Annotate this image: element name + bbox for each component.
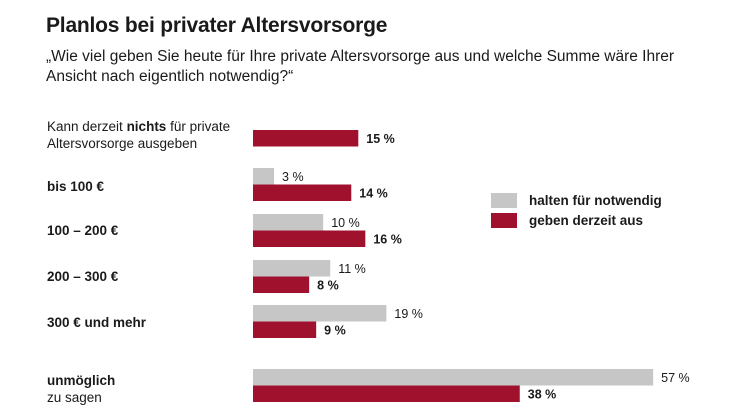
category-label: 300 € und mehr bbox=[47, 315, 147, 330]
legend-item-spend: geben derzeit aus bbox=[491, 213, 643, 228]
value-label-spend: 38 % bbox=[528, 387, 557, 401]
bar-spend bbox=[253, 184, 352, 201]
bar-needed bbox=[253, 214, 324, 231]
category-label: 200 – 300 € bbox=[47, 269, 119, 284]
bar-spend bbox=[253, 385, 520, 402]
bar-needed bbox=[253, 260, 331, 277]
legend-item-needed: halten für notwendig bbox=[491, 193, 662, 208]
value-label-needed: 3 % bbox=[282, 170, 304, 184]
value-label-needed: 19 % bbox=[394, 307, 423, 321]
chart-subtitle: „Wie viel geben Sie heute für Ihre priva… bbox=[46, 48, 675, 85]
bar-spend bbox=[253, 130, 359, 147]
value-label-needed: 10 % bbox=[331, 216, 360, 230]
value-label-spend: 14 % bbox=[359, 186, 388, 200]
legend-swatch-needed bbox=[491, 193, 517, 208]
value-label-spend: 8 % bbox=[317, 278, 339, 292]
bar-needed bbox=[253, 369, 654, 386]
chart-title: Planlos bei privater Altersvorsorge bbox=[46, 14, 388, 37]
value-label-spend: 16 % bbox=[373, 232, 402, 246]
value-label-spend: 9 % bbox=[324, 323, 346, 337]
value-label-spend: 15 % bbox=[366, 132, 395, 146]
category-label: unmöglich zu sagen bbox=[47, 373, 116, 405]
legend-swatch-spend bbox=[491, 213, 517, 228]
value-label-needed: 11 % bbox=[338, 262, 366, 276]
bar-spend bbox=[253, 321, 317, 338]
legend-label-needed: halten für notwendig bbox=[529, 193, 662, 208]
legend-label-spend: geben derzeit aus bbox=[529, 213, 644, 228]
value-label-needed: 57 % bbox=[661, 371, 690, 385]
category-label: bis 100 € bbox=[47, 179, 105, 194]
category-label: Kann derzeit nichts für private Altersvor… bbox=[47, 119, 231, 151]
bar-needed bbox=[253, 168, 275, 185]
category-label: 100 – 200 € bbox=[47, 223, 119, 238]
bar-needed bbox=[253, 305, 387, 322]
bar-spend bbox=[253, 276, 310, 293]
bar-spend bbox=[253, 230, 366, 247]
